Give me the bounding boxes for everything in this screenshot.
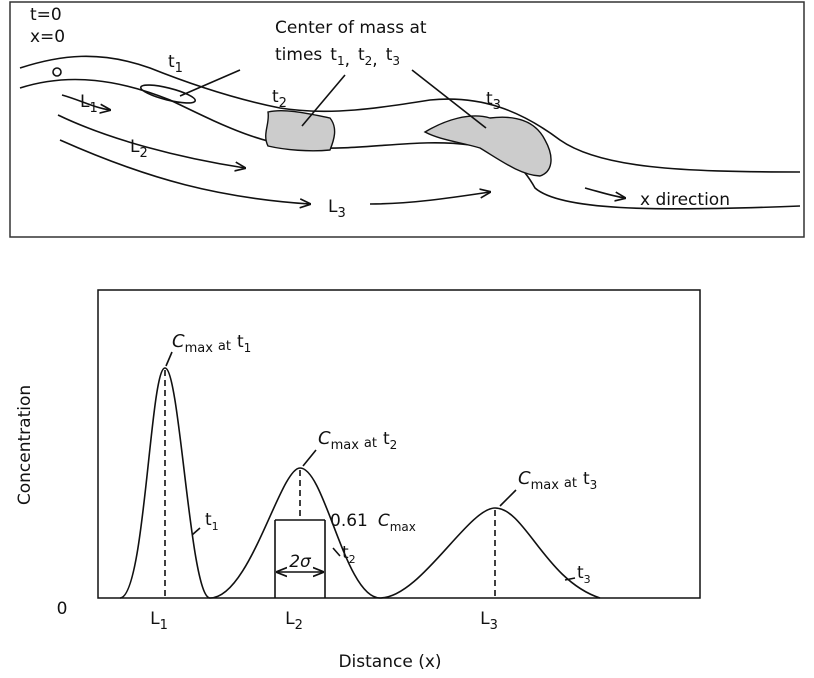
distance-label: L3 xyxy=(328,197,346,221)
pointer xyxy=(192,528,200,535)
text-part: max xyxy=(185,341,214,356)
pointer xyxy=(303,450,316,466)
plot-frame xyxy=(98,290,700,598)
text-part: 1 xyxy=(337,54,345,68)
curve-t2 xyxy=(210,468,380,598)
text-part: 1 xyxy=(212,520,219,533)
text-part: 1 xyxy=(175,61,183,76)
text-part: , xyxy=(372,50,377,70)
source-point xyxy=(53,68,61,76)
text-part: times xyxy=(275,45,322,65)
puff-label: t1 xyxy=(168,52,183,76)
pointer xyxy=(500,490,516,506)
peak-label: Cmaxatt1 xyxy=(172,331,251,356)
x-tick-label: L3 xyxy=(480,609,498,633)
text-part: C xyxy=(318,428,331,449)
curve-label: t1 xyxy=(205,510,219,533)
x-tick-label: L1 xyxy=(150,609,168,633)
text-part: 3 xyxy=(584,573,591,586)
diagram: Concentration Distance (x) 0 t=0 x=0 Cen… xyxy=(0,0,814,678)
text-part: 2 xyxy=(279,96,287,111)
text-part: max xyxy=(390,520,416,534)
text-part: at xyxy=(218,339,231,354)
text-part: max xyxy=(331,438,360,453)
arrow-x xyxy=(585,188,625,198)
arrow-l3b xyxy=(370,192,490,204)
text-part: 3 xyxy=(337,206,345,221)
puff-t2 xyxy=(266,111,335,151)
origin-label: x=0 xyxy=(30,27,65,47)
text-part: 1 xyxy=(160,618,168,633)
text-part: , xyxy=(345,50,350,70)
leader-line xyxy=(412,70,486,128)
curve-label: t3 xyxy=(577,563,591,586)
sigma-label: 2σ xyxy=(289,552,312,572)
text-part: 3 xyxy=(490,618,498,633)
text-part: 2 xyxy=(139,146,147,161)
text-part: 1 xyxy=(89,101,97,116)
pointer xyxy=(166,352,172,366)
origin-label: t=0 xyxy=(30,5,62,25)
text-part: at xyxy=(564,476,577,491)
center-label: Center of mass at xyxy=(275,18,427,38)
text-part: 2 xyxy=(390,438,398,452)
text-part: 3 xyxy=(493,98,501,113)
y-axis-label: Concentration xyxy=(15,385,35,505)
distance-label: L1 xyxy=(80,92,98,116)
distance-label: L2 xyxy=(130,137,148,161)
puff-t3 xyxy=(425,116,551,176)
curve-label: t2 xyxy=(342,543,356,566)
direction-label: x direction xyxy=(640,190,730,210)
text-part: C xyxy=(172,331,185,352)
text-part: 1 xyxy=(244,341,252,355)
text-part: at xyxy=(364,436,377,451)
puff-t1 xyxy=(139,81,196,106)
x-tick-label: L2 xyxy=(285,609,303,633)
text-part: max xyxy=(531,478,560,493)
text-part: 2 xyxy=(365,54,373,68)
puff-label: t3 xyxy=(486,89,501,113)
pointer xyxy=(333,548,340,556)
arrow-l3a xyxy=(60,140,310,204)
text-part: C xyxy=(518,468,531,489)
text-part: 2 xyxy=(295,618,303,633)
text-part: 3 xyxy=(590,478,598,492)
text-part: 3 xyxy=(392,54,400,68)
width-label: 0.61 Cmax xyxy=(330,511,416,534)
x-axis-label: Distance (x) xyxy=(338,652,441,672)
origin-label: 0 xyxy=(57,599,68,619)
text-part: 0.61 xyxy=(330,511,368,531)
text-part: C xyxy=(378,511,390,531)
text-part: 2 xyxy=(349,553,356,566)
